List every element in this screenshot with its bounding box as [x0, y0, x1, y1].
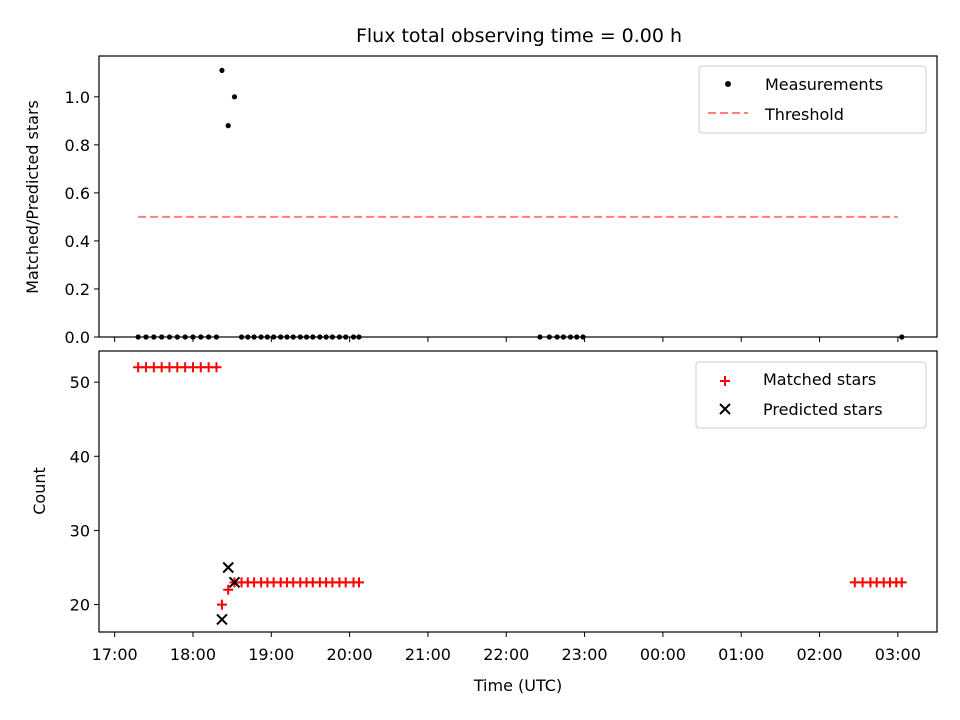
measurements-point — [567, 334, 574, 340]
lower-panel: 20 30 40 50 17:00 18:00 19:00 20:00 21:00 22:00 23… — [30, 350, 938, 664]
legend-marker-measurements — [725, 81, 731, 87]
measurements-point — [317, 334, 323, 340]
measurements-point — [251, 334, 257, 340]
matched-stars-point — [223, 584, 234, 595]
measurements-point — [182, 334, 188, 340]
measurements-point — [174, 334, 180, 340]
measurements-point — [190, 334, 196, 340]
x-tick-label: 20:00 — [327, 645, 373, 664]
x-tick-label: 01:00 — [718, 645, 764, 664]
legend-label-predicted-stars: Predicted stars — [763, 400, 883, 419]
measurements-point — [159, 334, 165, 340]
measurements-point — [899, 334, 905, 340]
y-tick-label: 30 — [70, 521, 90, 540]
predicted-stars-point — [228, 576, 241, 589]
measurements-point — [264, 334, 270, 340]
x-tick-label: 21:00 — [405, 645, 451, 664]
matched-stars-point — [354, 577, 365, 588]
measurements-point — [323, 334, 329, 340]
x-tick-label: 00:00 — [640, 645, 686, 664]
upper-plot-frame — [98, 55, 938, 338]
measurements-point — [135, 334, 141, 340]
measurements-point — [219, 67, 225, 74]
measurements-point — [225, 123, 231, 129]
measurements-point — [238, 334, 245, 340]
measurements-point — [231, 94, 238, 100]
matched-stars-point — [216, 599, 227, 610]
measurements-point — [297, 334, 303, 340]
measurements-point — [166, 334, 173, 340]
matched-stars-point — [211, 362, 222, 373]
measurements-point — [284, 334, 290, 340]
measurements-point — [560, 334, 567, 340]
upper-y-axis-label: Matched/Predicted stars — [23, 100, 42, 294]
x-tick-label: 18:00 — [170, 645, 216, 664]
measurements-point — [271, 334, 277, 340]
y-tick-label: 50 — [70, 373, 90, 392]
y-tick-label: 0.8 — [65, 136, 90, 155]
measurements-point — [537, 334, 543, 340]
measurements-point — [336, 334, 343, 340]
measurements-point — [350, 334, 357, 340]
legend-label-matched-stars: Matched stars — [763, 370, 876, 389]
x-tick-label: 03:00 — [875, 645, 921, 664]
y-tick-label: 20 — [70, 596, 90, 615]
lower-legend-box — [695, 361, 927, 429]
x-tick-label: 02:00 — [796, 645, 842, 664]
upper-legend-box — [698, 65, 927, 134]
y-tick-label: 0.2 — [65, 280, 90, 299]
measurements-point — [310, 334, 316, 340]
measurements-point — [343, 334, 349, 340]
measurements-point — [574, 334, 580, 340]
y-tick-label: 40 — [70, 447, 90, 466]
x-axis-label: Time (UTC) — [473, 676, 562, 695]
measurements-point — [303, 334, 310, 340]
predicted-stars-point — [216, 613, 228, 626]
measurements-point — [258, 334, 264, 340]
measurements-point — [554, 334, 560, 340]
measurements-point — [213, 334, 220, 340]
legend-label-threshold: Threshold — [764, 105, 844, 124]
y-tick-label: 0.0 — [65, 328, 90, 347]
measurements-point — [151, 334, 157, 340]
measurements-point — [546, 334, 552, 340]
measurements-point — [580, 334, 586, 340]
lower-plot-frame — [98, 350, 938, 633]
predicted-stars-point — [222, 561, 234, 574]
y-tick-label: 1.0 — [65, 88, 90, 107]
y-tick-label: 0.6 — [65, 184, 90, 203]
measurements-point — [198, 334, 204, 340]
measurements-point — [245, 334, 251, 340]
matched-stars-point — [896, 577, 907, 588]
measurements-point — [143, 334, 149, 340]
measurements-point — [329, 334, 335, 340]
upper-panel: 0.0 0.2 0.4 0.6 0.8 1.0 Matched/Predicted sta… — [23, 55, 938, 347]
x-tick-label: 19:00 — [248, 645, 294, 664]
legend-marker-predicted-stars — [719, 403, 731, 415]
x-tick-label: 22:00 — [483, 645, 529, 664]
x-tick-label: 23:00 — [562, 645, 608, 664]
legend-marker-matched-stars — [720, 376, 730, 386]
upper-legend: Measurements Threshold — [698, 65, 927, 134]
x-tick-label: 17:00 — [92, 645, 138, 664]
chart-title: Flux total observing time = 0.00 h — [356, 25, 682, 47]
measurements-point — [278, 334, 284, 340]
measurements-point — [206, 334, 212, 340]
legend-label-measurements: Measurements — [765, 75, 883, 94]
measurements-point — [290, 334, 296, 340]
lower-legend: Matched stars Predicted stars — [695, 361, 927, 429]
lower-y-axis-label: Count — [30, 467, 49, 515]
measurements-point — [356, 334, 362, 340]
y-tick-label: 0.4 — [65, 232, 90, 251]
